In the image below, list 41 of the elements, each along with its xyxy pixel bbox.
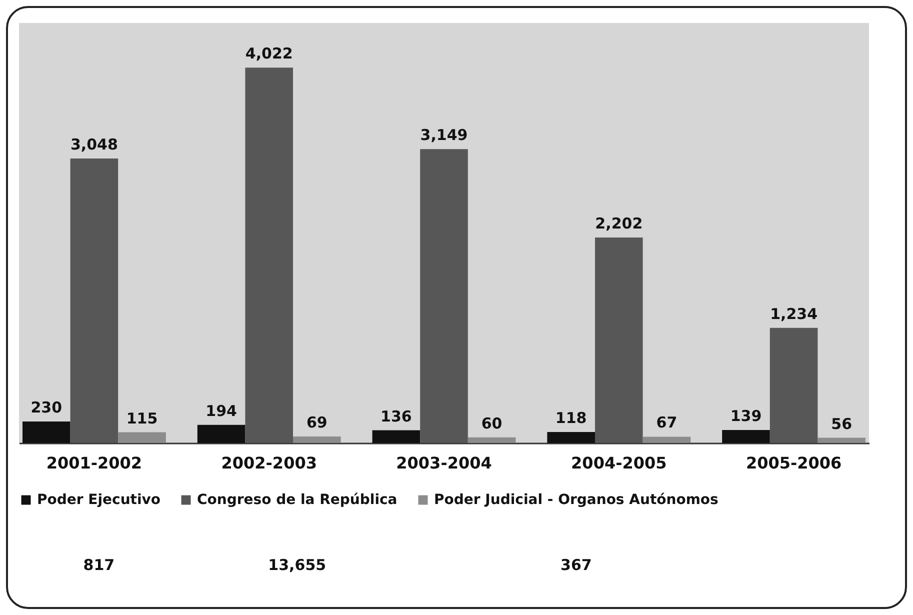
data-label: 60 xyxy=(481,414,502,432)
bar xyxy=(197,424,246,443)
bar xyxy=(770,328,818,443)
data-label: 4,022 xyxy=(245,44,293,63)
data-label: 69 xyxy=(306,414,328,432)
legend-label: Congreso de la República xyxy=(197,492,398,508)
bar xyxy=(420,149,468,443)
data-label: 194 xyxy=(206,402,237,420)
data-label: 118 xyxy=(555,408,587,427)
bar xyxy=(594,237,643,443)
data-label: 67 xyxy=(656,414,678,432)
bar xyxy=(818,438,866,443)
data-label: 3,048 xyxy=(70,136,118,154)
data-label: 1,234 xyxy=(770,304,818,323)
text: 817 xyxy=(83,556,115,574)
bar xyxy=(372,430,420,443)
x-tick-label: 2004-2005 xyxy=(571,454,667,472)
data-label: 2,202 xyxy=(595,214,643,232)
legend-label: Poder Judicial - Organos Autónomos xyxy=(434,492,718,508)
data-label: 3,149 xyxy=(420,126,468,144)
text: 367 xyxy=(560,556,592,574)
legend-label: Poder Ejecutivo xyxy=(37,492,161,508)
x-tick-label: 2002-2003 xyxy=(221,454,317,472)
bar xyxy=(245,68,294,443)
data-label: 139 xyxy=(730,407,762,426)
bar xyxy=(293,436,341,443)
bar xyxy=(22,422,70,443)
data-label: 115 xyxy=(126,409,158,428)
x-tick-label: 2003-2004 xyxy=(396,454,492,472)
text: 13,655 xyxy=(268,556,326,574)
data-label: 136 xyxy=(380,407,412,426)
data-label: 230 xyxy=(30,398,62,417)
x-tick-label: 2005-2006 xyxy=(746,454,842,472)
bar xyxy=(70,158,118,443)
bar xyxy=(722,430,770,443)
data-label: 56 xyxy=(831,414,852,433)
bar xyxy=(642,436,691,443)
bar xyxy=(547,432,595,443)
x-tick-label: 2001-2002 xyxy=(46,454,142,472)
bar xyxy=(118,432,166,443)
bar xyxy=(468,437,516,443)
